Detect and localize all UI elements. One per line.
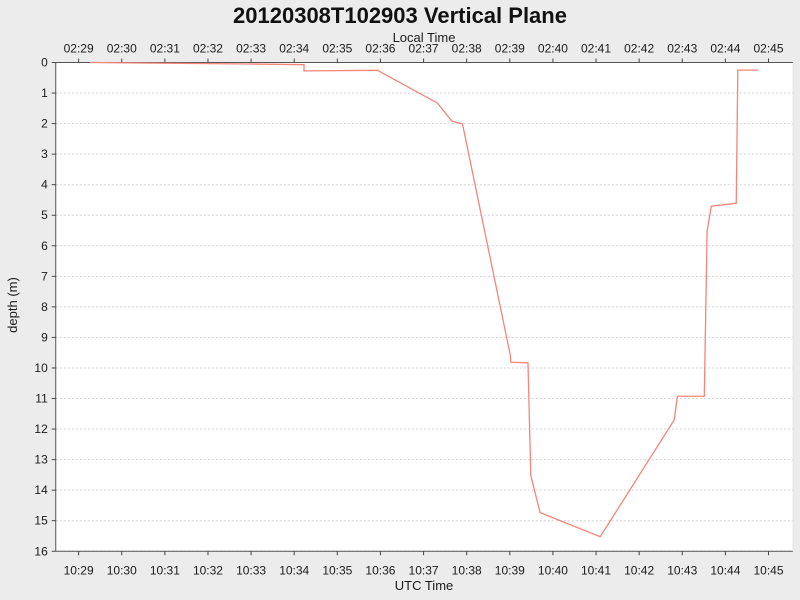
svg-text:10:43: 10:43 (667, 563, 697, 577)
svg-text:10:32: 10:32 (193, 563, 223, 577)
svg-text:02:33: 02:33 (236, 42, 266, 56)
svg-text:10:36: 10:36 (365, 563, 395, 577)
svg-text:02:35: 02:35 (322, 42, 352, 56)
svg-text:0: 0 (41, 56, 48, 70)
svg-text:02:30: 02:30 (107, 42, 137, 56)
svg-text:10:45: 10:45 (753, 563, 783, 577)
svg-text:02:45: 02:45 (753, 42, 783, 56)
svg-text:10:34: 10:34 (279, 563, 309, 577)
svg-text:1: 1 (41, 86, 48, 100)
svg-text:4: 4 (41, 178, 48, 192)
svg-text:6: 6 (41, 239, 48, 253)
svg-text:10:33: 10:33 (236, 563, 266, 577)
svg-text:5: 5 (41, 208, 48, 222)
svg-text:10:41: 10:41 (581, 563, 611, 577)
svg-text:10:40: 10:40 (538, 563, 568, 577)
svg-text:10:38: 10:38 (452, 563, 482, 577)
svg-text:10:37: 10:37 (409, 563, 439, 577)
svg-text:02:32: 02:32 (193, 42, 223, 56)
svg-text:02:44: 02:44 (710, 42, 740, 56)
svg-text:02:41: 02:41 (581, 42, 611, 56)
svg-text:15: 15 (34, 514, 48, 528)
svg-text:10:29: 10:29 (64, 563, 94, 577)
svg-text:13: 13 (34, 453, 48, 467)
svg-text:10:35: 10:35 (322, 563, 352, 577)
svg-text:02:38: 02:38 (452, 42, 482, 56)
svg-text:8: 8 (41, 300, 48, 314)
svg-text:02:36: 02:36 (365, 42, 395, 56)
svg-text:10:30: 10:30 (107, 563, 137, 577)
svg-text:02:40: 02:40 (538, 42, 568, 56)
svg-text:02:34: 02:34 (279, 42, 309, 56)
svg-text:12: 12 (34, 422, 48, 436)
svg-text:11: 11 (35, 392, 48, 406)
svg-text:10:39: 10:39 (495, 563, 525, 577)
svg-text:2: 2 (41, 117, 48, 131)
svg-text:9: 9 (41, 330, 48, 344)
svg-text:10:31: 10:31 (150, 563, 180, 577)
svg-text:14: 14 (34, 483, 48, 497)
svg-text:10: 10 (34, 361, 48, 375)
svg-text:16: 16 (34, 544, 48, 558)
svg-text:10:42: 10:42 (624, 563, 654, 577)
svg-text:02:43: 02:43 (667, 42, 697, 56)
svg-text:02:31: 02:31 (150, 42, 180, 56)
svg-text:3: 3 (41, 147, 48, 161)
svg-text:02:37: 02:37 (409, 42, 439, 56)
svg-text:02:39: 02:39 (495, 42, 525, 56)
svg-text:02:42: 02:42 (624, 42, 654, 56)
svg-text:10:44: 10:44 (710, 563, 740, 577)
svg-text:7: 7 (41, 269, 48, 283)
svg-text:02:29: 02:29 (64, 42, 94, 56)
